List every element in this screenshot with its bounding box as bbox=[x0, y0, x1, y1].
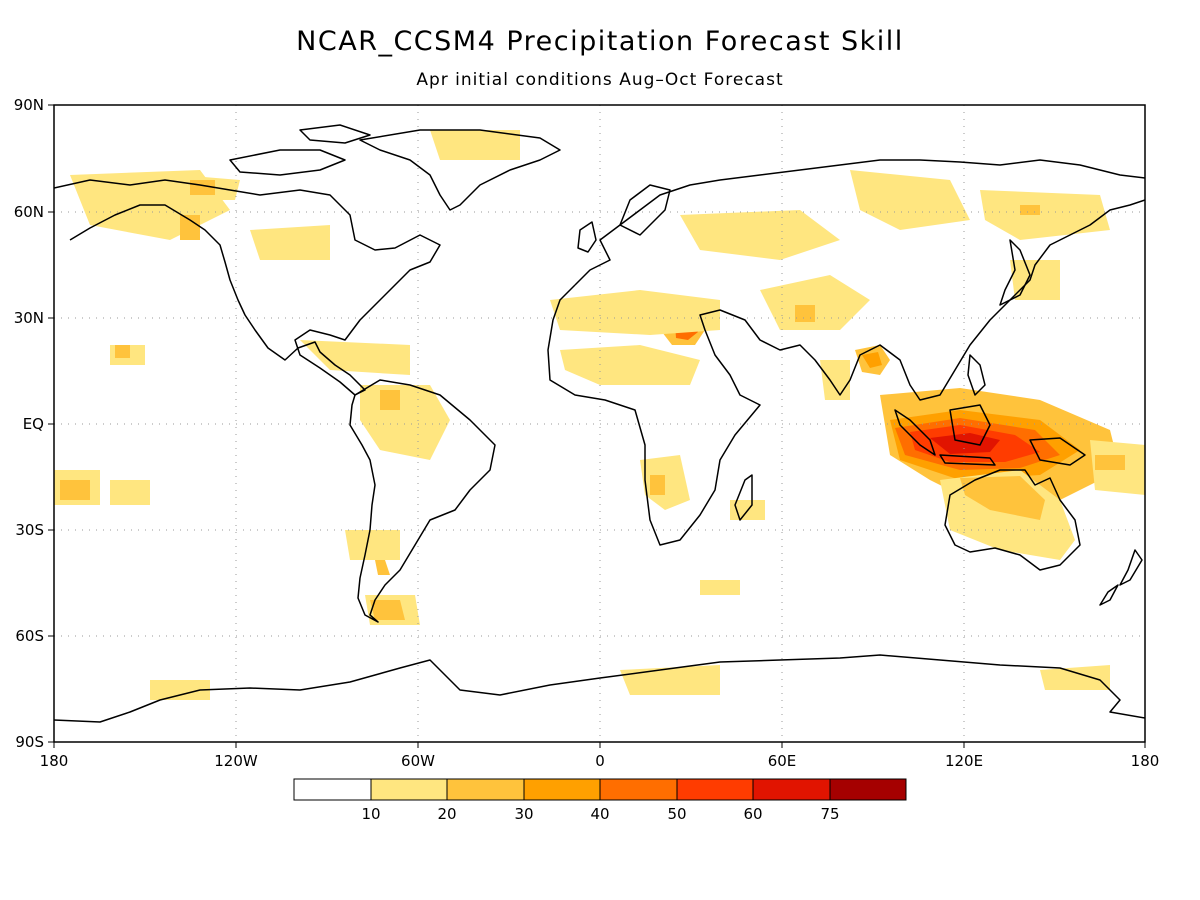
skill-scatter bbox=[60, 180, 1125, 620]
colorbar: 10 20 30 40 50 60 75 bbox=[293, 778, 907, 823]
lat-tick-label: 60N bbox=[14, 203, 44, 221]
coast-japan bbox=[999, 239, 1031, 306]
skill-shading bbox=[54, 130, 1145, 700]
colorbar-label: 50 bbox=[667, 805, 686, 823]
lon-tick-label: 60E bbox=[768, 752, 797, 770]
coast-eurasia-africa bbox=[547, 199, 1145, 546]
coast-eurasia-north bbox=[574, 159, 1145, 286]
coast-antarctica bbox=[54, 654, 1145, 723]
lon-tick-label: 180 bbox=[40, 752, 69, 770]
lon-tick-label: 120W bbox=[214, 752, 258, 770]
colorbar-box bbox=[446, 778, 525, 801]
tick-marks bbox=[48, 104, 1146, 748]
colorbar-label: 40 bbox=[590, 805, 609, 823]
coast-new-guinea bbox=[1029, 437, 1086, 466]
colorbar-label: 10 bbox=[361, 805, 380, 823]
coast-scandinavia bbox=[619, 184, 671, 236]
coast-new-zealand bbox=[1119, 549, 1143, 586]
coast-north-america bbox=[54, 179, 441, 396]
lat-tick-labels: 90N 60N 30N EQ 30S 60S 90S bbox=[14, 96, 44, 751]
colorbar-label: 20 bbox=[437, 805, 456, 823]
coastlines bbox=[54, 124, 1145, 723]
lat-tick-label: 90N bbox=[14, 96, 44, 114]
coast-java bbox=[939, 454, 996, 466]
colorbar-label: 75 bbox=[820, 805, 839, 823]
colorbar-box bbox=[293, 778, 372, 801]
lon-tick-label: 120E bbox=[945, 752, 983, 770]
lat-tick-label: 30S bbox=[15, 521, 44, 539]
skill-region-bengal bbox=[862, 352, 882, 368]
colorbar-box bbox=[829, 778, 907, 801]
colorbar-box bbox=[599, 778, 678, 801]
lat-tick-label: 60S bbox=[15, 627, 44, 645]
lon-tick-label: 180 bbox=[1131, 752, 1160, 770]
lat-tick-label: EQ bbox=[23, 415, 44, 433]
coast-arctic-islands bbox=[299, 124, 371, 144]
coast-australia bbox=[944, 469, 1081, 571]
colorbar-label: 60 bbox=[743, 805, 762, 823]
coast-sumatra bbox=[894, 409, 936, 456]
chart-title: NCAR_CCSM4 Precipitation Forecast Skill bbox=[296, 26, 904, 57]
chart-subtitle: Apr initial conditions Aug–Oct Forecast bbox=[416, 70, 784, 90]
coast-greenland bbox=[359, 129, 561, 211]
coast-madagascar bbox=[734, 474, 753, 521]
colorbar-box bbox=[676, 778, 754, 801]
skill-region-australia bbox=[960, 476, 1045, 520]
colorbar-box bbox=[523, 778, 601, 801]
coast-south-america bbox=[349, 379, 496, 623]
coast-british-isles bbox=[577, 221, 597, 253]
lat-tick-label: 30N bbox=[14, 309, 44, 327]
colorbar-box bbox=[370, 778, 448, 801]
coast-philippines bbox=[967, 354, 986, 396]
lat-tick-label: 90S bbox=[15, 733, 44, 751]
lon-tick-label: 60W bbox=[401, 752, 435, 770]
coast-borneo bbox=[949, 404, 991, 446]
colorbar-box bbox=[752, 778, 831, 801]
colorbar-label: 30 bbox=[514, 805, 533, 823]
lon-tick-labels: 180 120W 60W 0 60E 120E 180 bbox=[40, 752, 1160, 770]
coast-arctic-islands bbox=[229, 149, 346, 176]
lon-tick-label: 0 bbox=[595, 752, 605, 770]
skill-region-maritime bbox=[930, 433, 1000, 454]
coast-new-zealand bbox=[1099, 584, 1119, 606]
